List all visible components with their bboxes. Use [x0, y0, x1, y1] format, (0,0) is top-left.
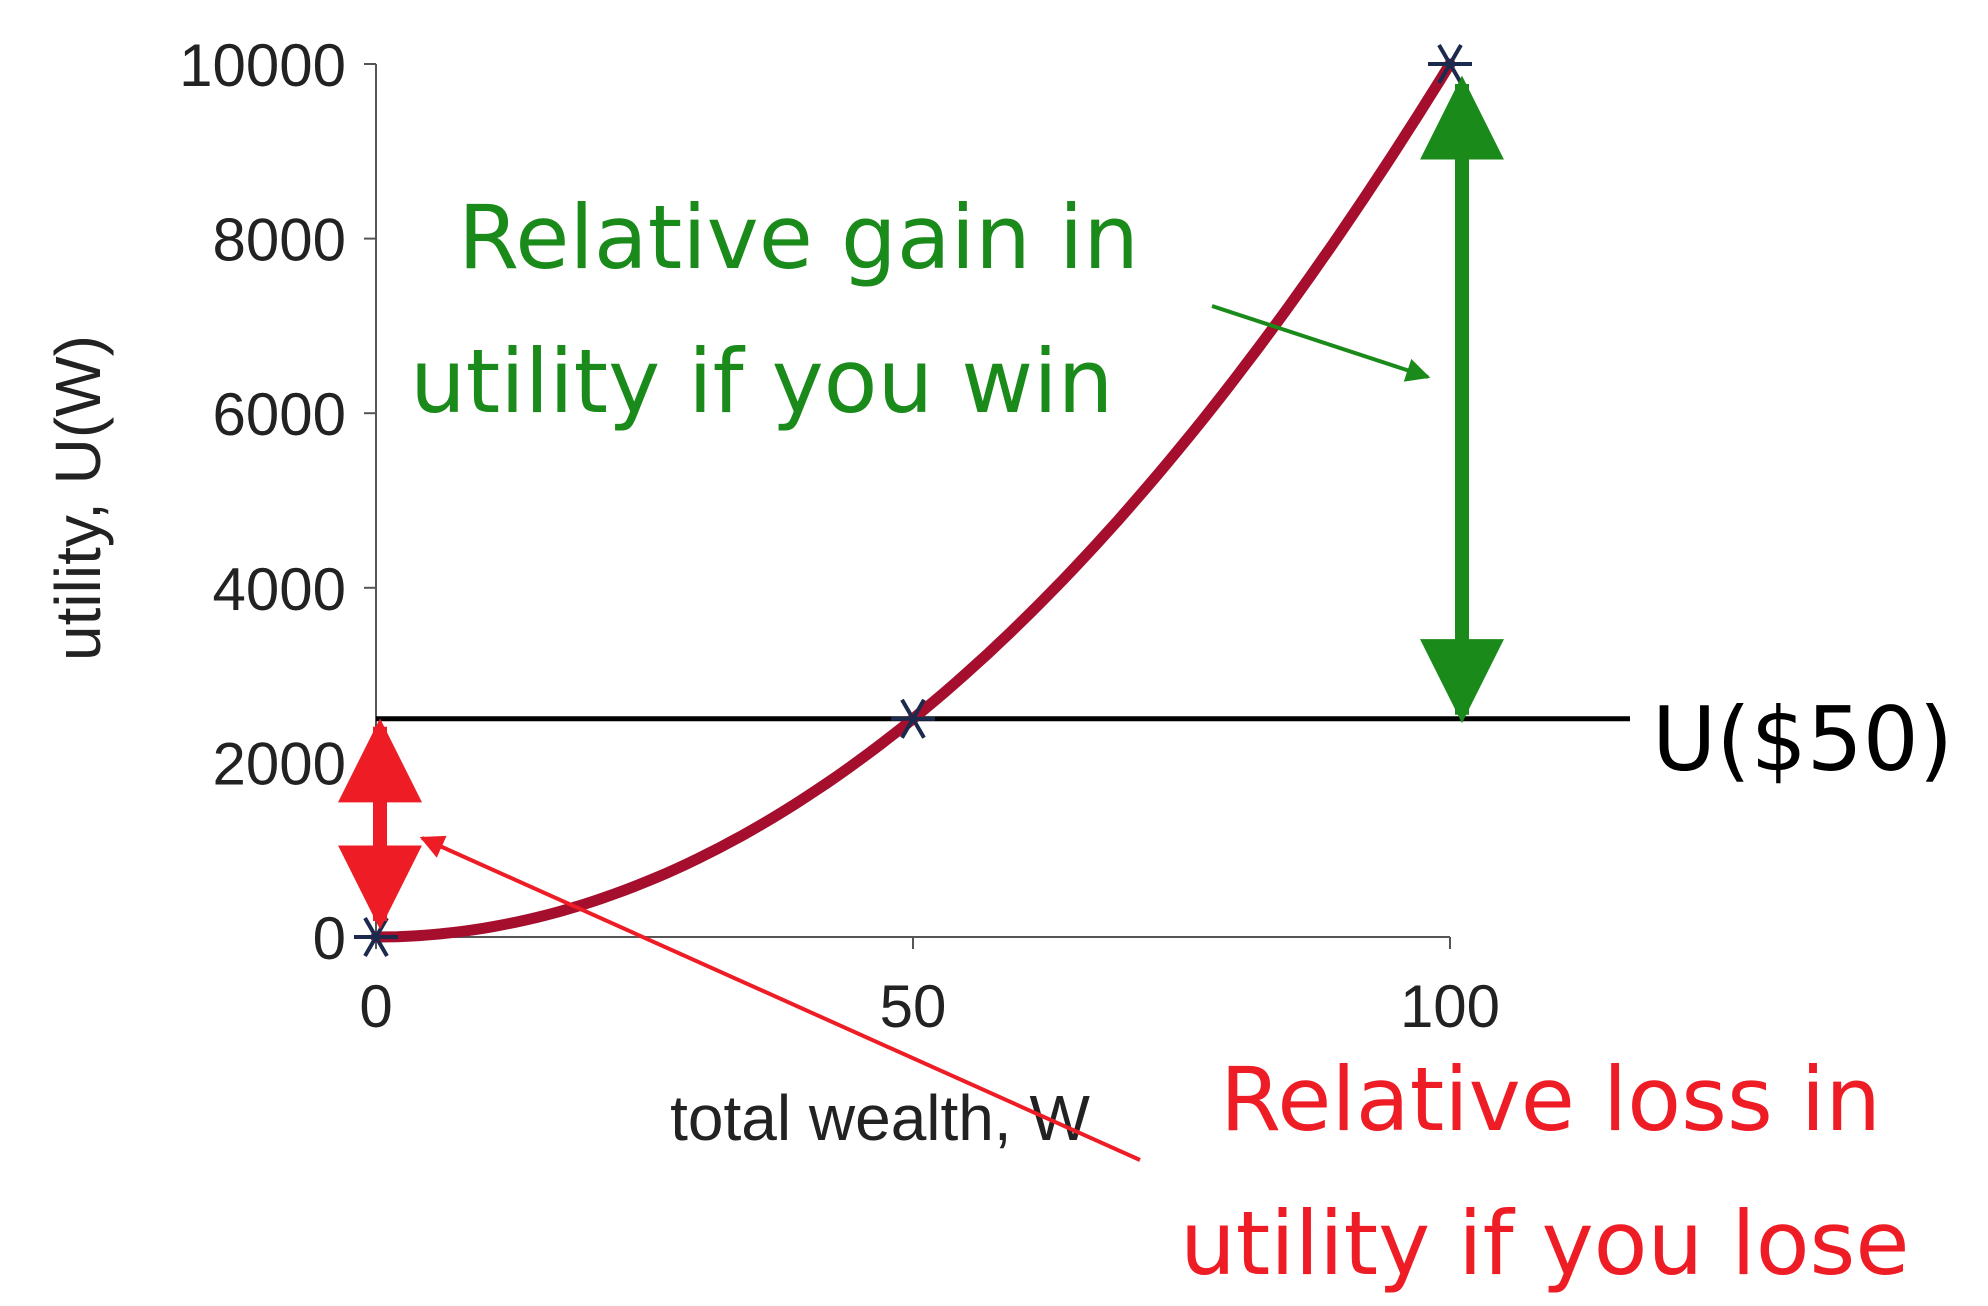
gain-annotation-line-1: Relative gain in	[458, 186, 1139, 289]
x-axis-title: total wealth, W	[670, 1082, 1090, 1154]
gain-annotation-line-2: utility if you win	[410, 330, 1113, 433]
y-tick-label: 10000	[179, 32, 346, 99]
y-tick-label: 0	[313, 905, 346, 972]
x-axis-ticks: 0 50 100	[359, 937, 1500, 1040]
y-tick-label: 2000	[213, 730, 346, 797]
x-tick-label: 100	[1400, 973, 1500, 1040]
x-tick-label: 0	[359, 973, 392, 1040]
gain-pointer-arrow	[1211, 304, 1431, 382]
u50-label: U($50)	[1652, 688, 1953, 791]
loss-annotation-line-2: utility if you lose	[1180, 1192, 1910, 1295]
y-axis-ticks: 0 2000 4000 6000 8000 10000	[179, 32, 376, 972]
y-tick-label: 6000	[213, 381, 346, 448]
asterisk-marker-icon	[891, 698, 935, 739]
data-markers	[354, 43, 1472, 958]
loss-annotation-line-1: Relative loss in	[1220, 1048, 1881, 1151]
y-tick-label: 4000	[213, 556, 346, 623]
loss-pointer-arrow	[419, 835, 1141, 1162]
asterisk-marker-icon	[1428, 43, 1472, 85]
y-axis-title: utility, U(W)	[42, 335, 114, 661]
y-tick-label: 8000	[213, 207, 346, 274]
x-tick-label: 50	[880, 973, 947, 1040]
